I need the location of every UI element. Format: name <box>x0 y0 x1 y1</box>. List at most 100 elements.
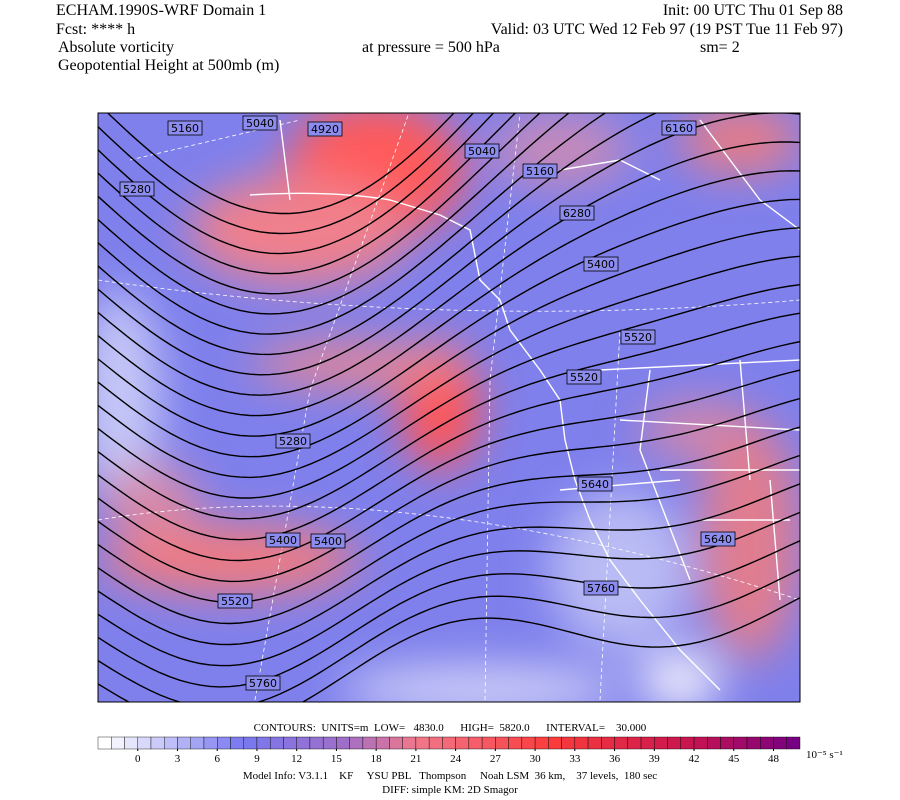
colorbar-tick-label: 27 <box>490 753 502 765</box>
pressure-level: at pressure = 500 hPa <box>362 39 500 56</box>
model-info: Model Info: V3.1.1 KF YSU PBL Thompson N… <box>243 770 657 782</box>
colorbar-tick-label: 6 <box>214 753 220 765</box>
contour-label: 5520 <box>570 371 598 384</box>
contour-line <box>98 283 800 499</box>
contour-line <box>98 568 800 702</box>
contour-label: 5520 <box>221 595 249 608</box>
colorbar-tick-label: 33 <box>569 753 581 765</box>
colorbar-tick-label: 9 <box>254 753 260 765</box>
colorbar-segment <box>190 736 205 750</box>
contour-line <box>98 227 800 458</box>
colorbar-segment <box>534 736 549 750</box>
contour-label: 5160 <box>171 122 199 135</box>
colorbar-segment <box>217 736 231 750</box>
contour-label: 5400 <box>587 258 615 271</box>
contour-label-box <box>275 433 311 449</box>
colorbar-tick-label: 15 <box>331 753 343 765</box>
colorbar-tick-label: 45 <box>728 753 740 765</box>
contour-label: 5400 <box>269 534 297 547</box>
contour-label-box <box>307 121 343 137</box>
contour-field-name: Geopotential Height at 500mb (m) <box>58 57 279 74</box>
valid-time: Valid: 03 UTC Wed 12 Feb 97 (19 PST Tue … <box>491 21 843 38</box>
colorbar-segment <box>640 736 655 750</box>
colorbar-unit: 10⁻⁵ s⁻¹ <box>806 749 843 761</box>
contour-line <box>98 170 800 417</box>
colorbar-segment <box>654 736 668 750</box>
colorbar-segment <box>203 736 218 750</box>
colorbar-segment <box>680 736 695 750</box>
colorbar-segment <box>548 736 562 750</box>
colorbar-tick-label: 24 <box>450 753 462 765</box>
contour-label-box <box>661 120 697 136</box>
colorbar-segment <box>521 736 536 750</box>
colorbar-tick-label: 39 <box>649 753 661 765</box>
colorbar-segment <box>746 736 761 750</box>
colorbar-tick-label: 36 <box>609 753 621 765</box>
colorbar-tick-label: 0 <box>135 753 141 765</box>
contour-label-box <box>265 532 301 548</box>
colorbar-segment <box>693 736 708 750</box>
contour-label-box <box>217 593 253 609</box>
contour-line <box>98 596 800 702</box>
colorbar-segment <box>468 736 483 750</box>
colorbar-tick-label: 18 <box>371 753 383 765</box>
colorbar-segment <box>733 736 748 750</box>
colorbar-segment <box>269 736 284 750</box>
contour-label-box <box>522 163 558 179</box>
colorbar-segment <box>402 736 417 750</box>
vorticity-shading <box>98 113 800 702</box>
colorbar-segment <box>243 736 258 750</box>
contour-line <box>98 397 800 583</box>
contour-label-box <box>700 531 736 547</box>
contour-label-box <box>464 143 500 159</box>
colorbar-segment <box>322 736 337 750</box>
colorbar-segment <box>574 736 589 750</box>
contour-line <box>98 113 658 356</box>
colorbar: 0 3 6 9 12 15 18 21 24 27 30 33 36 39 42 45 48 <box>97 736 801 765</box>
contour-line <box>98 426 800 604</box>
contour-line <box>98 340 800 541</box>
contour-label: 5520 <box>624 331 652 344</box>
colorbar-segment <box>561 736 576 750</box>
colorbar-tick-label: 3 <box>175 753 181 765</box>
colorbar-tick-label: 12 <box>291 753 302 765</box>
contour-label-box <box>242 115 278 131</box>
contour-line <box>98 483 800 646</box>
smoothing: sm= 2 <box>700 39 740 56</box>
height-contours <box>98 113 800 702</box>
contour-label-box <box>583 580 619 596</box>
init-time: Init: 00 UTC Thu 01 Sep 88 <box>663 2 843 19</box>
contour-label: 5280 <box>279 435 307 448</box>
contour-line <box>98 113 541 295</box>
contour-label: 4920 <box>311 123 339 136</box>
coastlines <box>249 119 800 691</box>
map-area: 5160 5040 4920 5040 5160 6280 5400 5520 5520 6160… <box>98 113 800 702</box>
colorbar-tick-label: 42 <box>689 753 700 765</box>
field-name: Absolute vorticity <box>58 39 174 56</box>
contour-label: 5040 <box>468 145 496 158</box>
colorbar-segment <box>375 736 390 750</box>
contour-line <box>98 141 800 396</box>
colorbar-segment <box>124 736 138 750</box>
contour-line <box>98 511 800 667</box>
colorbar-segment <box>442 736 456 750</box>
colorbar-segment <box>164 736 178 750</box>
colorbar-segment <box>508 736 523 750</box>
contour-line <box>98 312 800 520</box>
contour-line <box>98 369 800 562</box>
colorbar-segment <box>111 736 125 750</box>
contour-label-box <box>310 533 346 549</box>
title: ECHAM.1990S-WRF Domain 1 <box>56 2 266 19</box>
colorbar-segment <box>428 736 443 750</box>
colorbar-segment <box>786 736 801 750</box>
colorbar-segment <box>707 736 721 750</box>
contour-label: 5040 <box>246 117 274 130</box>
colorbar-tick-label: 21 <box>410 753 421 765</box>
contour-label-box <box>559 205 595 221</box>
contour-line <box>98 113 607 335</box>
colorbar-segment <box>455 736 470 750</box>
map-frame <box>97 112 801 703</box>
colorbar-segment <box>349 736 364 750</box>
colorbar-segment <box>667 736 681 750</box>
